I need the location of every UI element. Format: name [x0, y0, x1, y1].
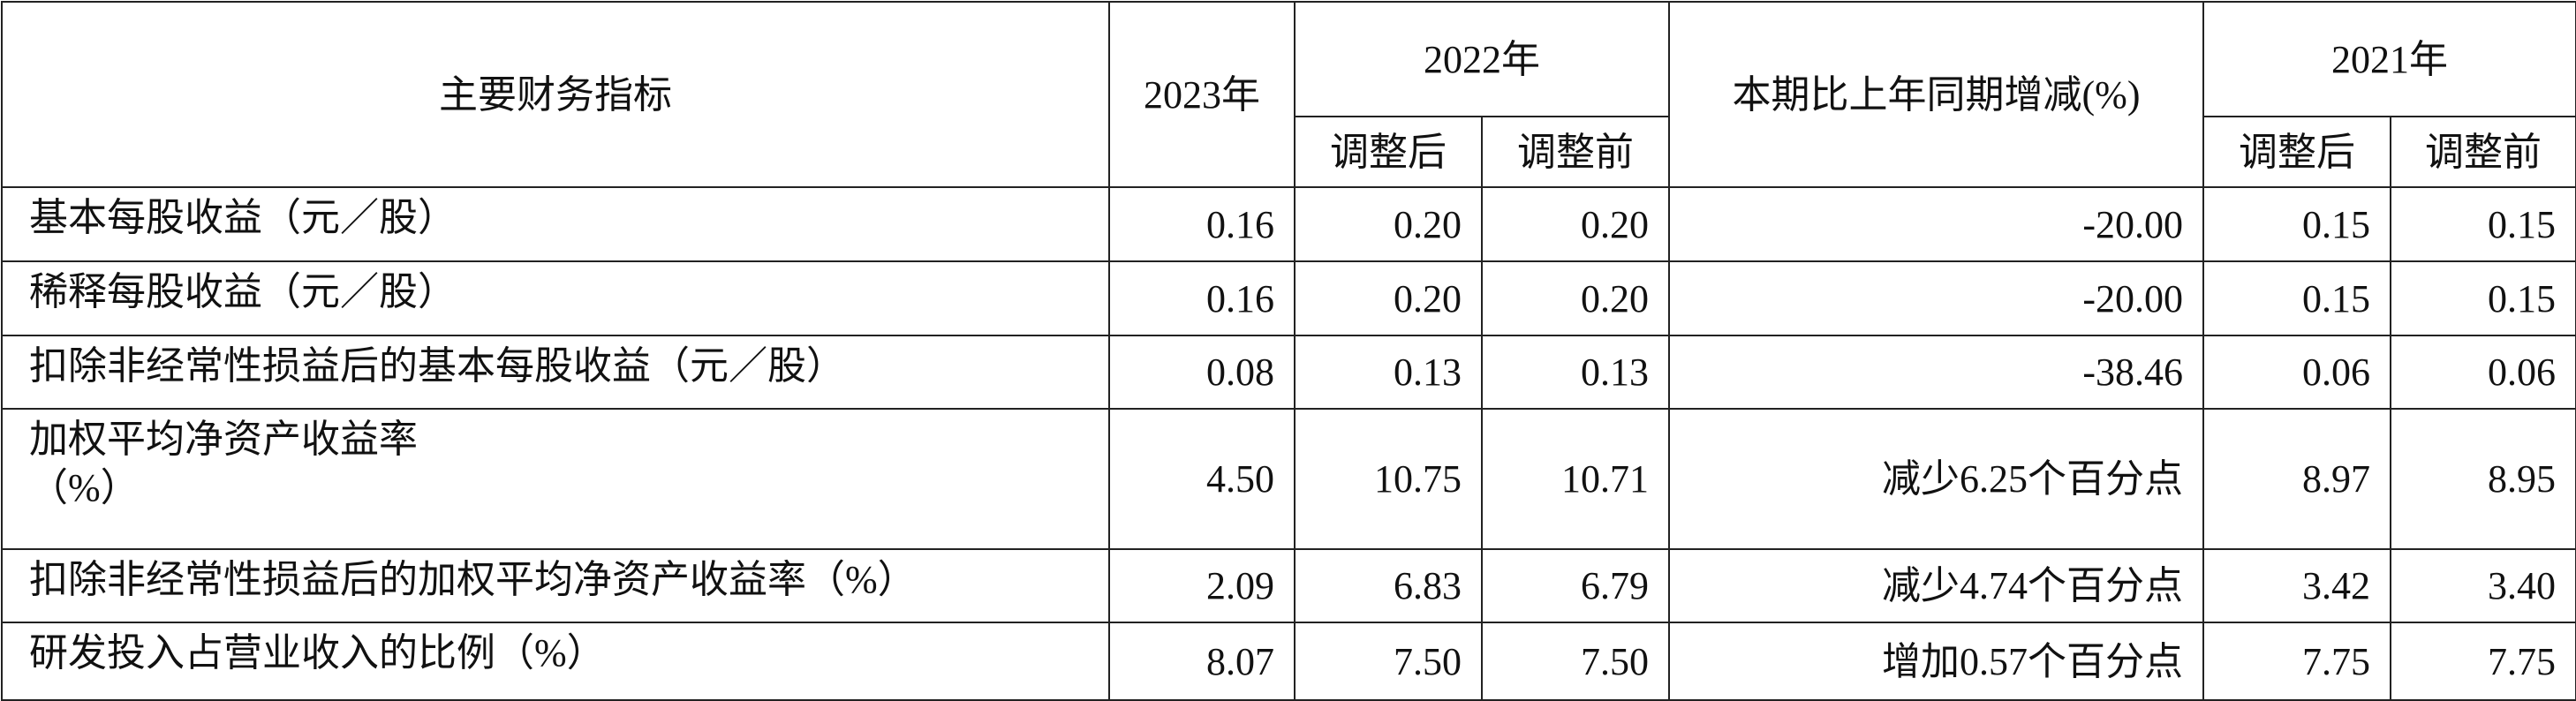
- header-cell: 2022年: [1294, 1, 1670, 117]
- cell: 0.20: [1294, 260, 1483, 336]
- cell: 7.50: [1294, 622, 1483, 701]
- cell: 增加0.57个百分点: [1668, 622, 2204, 701]
- table-row: 基本每股收益（元／股） 0.16 0.20 0.20 -20.00 0.15 0.15: [1, 186, 2576, 262]
- table-row: 稀释每股收益（元／股） 0.16 0.20 0.20 -20.00 0.15 0.15: [1, 260, 2576, 336]
- cell: 2.09: [1108, 548, 1296, 623]
- header-cell: 主要财务指标: [1, 1, 1110, 188]
- cell: 0.15: [2390, 186, 2576, 262]
- cell: 4.50: [1108, 408, 1296, 550]
- table-row: 扣除非经常性损益后的基本每股收益（元／股） 0.08 0.13 0.13 -38.46 0…: [1, 335, 2576, 410]
- cell: 0.20: [1481, 260, 1670, 336]
- cell: 8.97: [2202, 408, 2391, 550]
- row-label: 扣除非经常性损益后的加权平均净资产收益率（%）: [1, 548, 1110, 623]
- header-cell: 2023年: [1108, 1, 1296, 188]
- cell: 6.79: [1481, 548, 1670, 623]
- cell: 3.40: [2390, 548, 2576, 623]
- cell: -20.00: [1668, 260, 2204, 336]
- cell: 0.13: [1294, 335, 1483, 410]
- subheader-cell: 调整后: [2202, 116, 2391, 188]
- row-label: 研发投入占营业收入的比例（%）: [1, 622, 1110, 701]
- row-label: 基本每股收益（元／股）: [1, 186, 1110, 262]
- header-cell: 本期比上年同期增减(%): [1668, 1, 2204, 188]
- cell: 0.20: [1294, 186, 1483, 262]
- header-cell: 2021年: [2202, 1, 2576, 117]
- cell: 0.16: [1108, 260, 1296, 336]
- cell: 8.07: [1108, 622, 1296, 701]
- cell: 10.75: [1294, 408, 1483, 550]
- row-label: 稀释每股收益（元／股）: [1, 260, 1110, 336]
- cell: 3.42: [2202, 548, 2391, 623]
- cell: 10.71: [1481, 408, 1670, 550]
- subheader-cell: 调整后: [1294, 116, 1483, 188]
- cell: 0.13: [1481, 335, 1670, 410]
- cell: 7.75: [2202, 622, 2391, 701]
- table-row: 研发投入占营业收入的比例（%） 8.07 7.50 7.50 增加0.57个百分点 7.7…: [1, 622, 2576, 701]
- cell: 6.83: [1294, 548, 1483, 623]
- cell: 0.15: [2202, 260, 2391, 336]
- table-row: 加权平均净资产收益率 （%） 4.50 10.75 10.71 减少6.25个百分点 8.…: [1, 408, 2576, 550]
- row-label: 扣除非经常性损益后的基本每股收益（元／股）: [1, 335, 1110, 410]
- cell: 0.15: [2202, 186, 2391, 262]
- cell: 0.08: [1108, 335, 1296, 410]
- cell: 8.95: [2390, 408, 2576, 550]
- cell: 减少4.74个百分点: [1668, 548, 2204, 623]
- cell: 7.75: [2390, 622, 2576, 701]
- cell: 7.50: [1481, 622, 1670, 701]
- subheader-cell: 调整前: [2390, 116, 2576, 188]
- cell: 减少6.25个百分点: [1668, 408, 2204, 550]
- table-body: 基本每股收益（元／股） 0.16 0.20 0.20 -20.00 0.15 0.15 稀释每…: [1, 186, 2576, 701]
- row-label: 加权平均净资产收益率 （%）: [1, 408, 1110, 550]
- cell: 0.20: [1481, 186, 1670, 262]
- subheader-cell: 调整前: [1481, 116, 1670, 188]
- cell: -20.00: [1668, 186, 2204, 262]
- cell: 0.06: [2390, 335, 2576, 410]
- cell: 0.06: [2202, 335, 2391, 410]
- cell: -38.46: [1668, 335, 2204, 410]
- table-row: 扣除非经常性损益后的加权平均净资产收益率（%） 2.09 6.83 6.79 减少4.7…: [1, 548, 2576, 623]
- cell: 0.16: [1108, 186, 1296, 262]
- cell: 0.15: [2390, 260, 2576, 336]
